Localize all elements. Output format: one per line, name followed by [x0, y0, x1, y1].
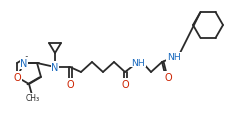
- Text: N: N: [20, 59, 28, 68]
- Text: O: O: [164, 72, 172, 82]
- Text: O: O: [121, 79, 129, 89]
- Text: O: O: [66, 79, 74, 89]
- Text: NH: NH: [167, 53, 181, 62]
- Text: N: N: [51, 62, 59, 72]
- Text: O: O: [13, 72, 21, 82]
- Text: NH: NH: [131, 58, 145, 67]
- Text: CH₃: CH₃: [26, 94, 40, 103]
